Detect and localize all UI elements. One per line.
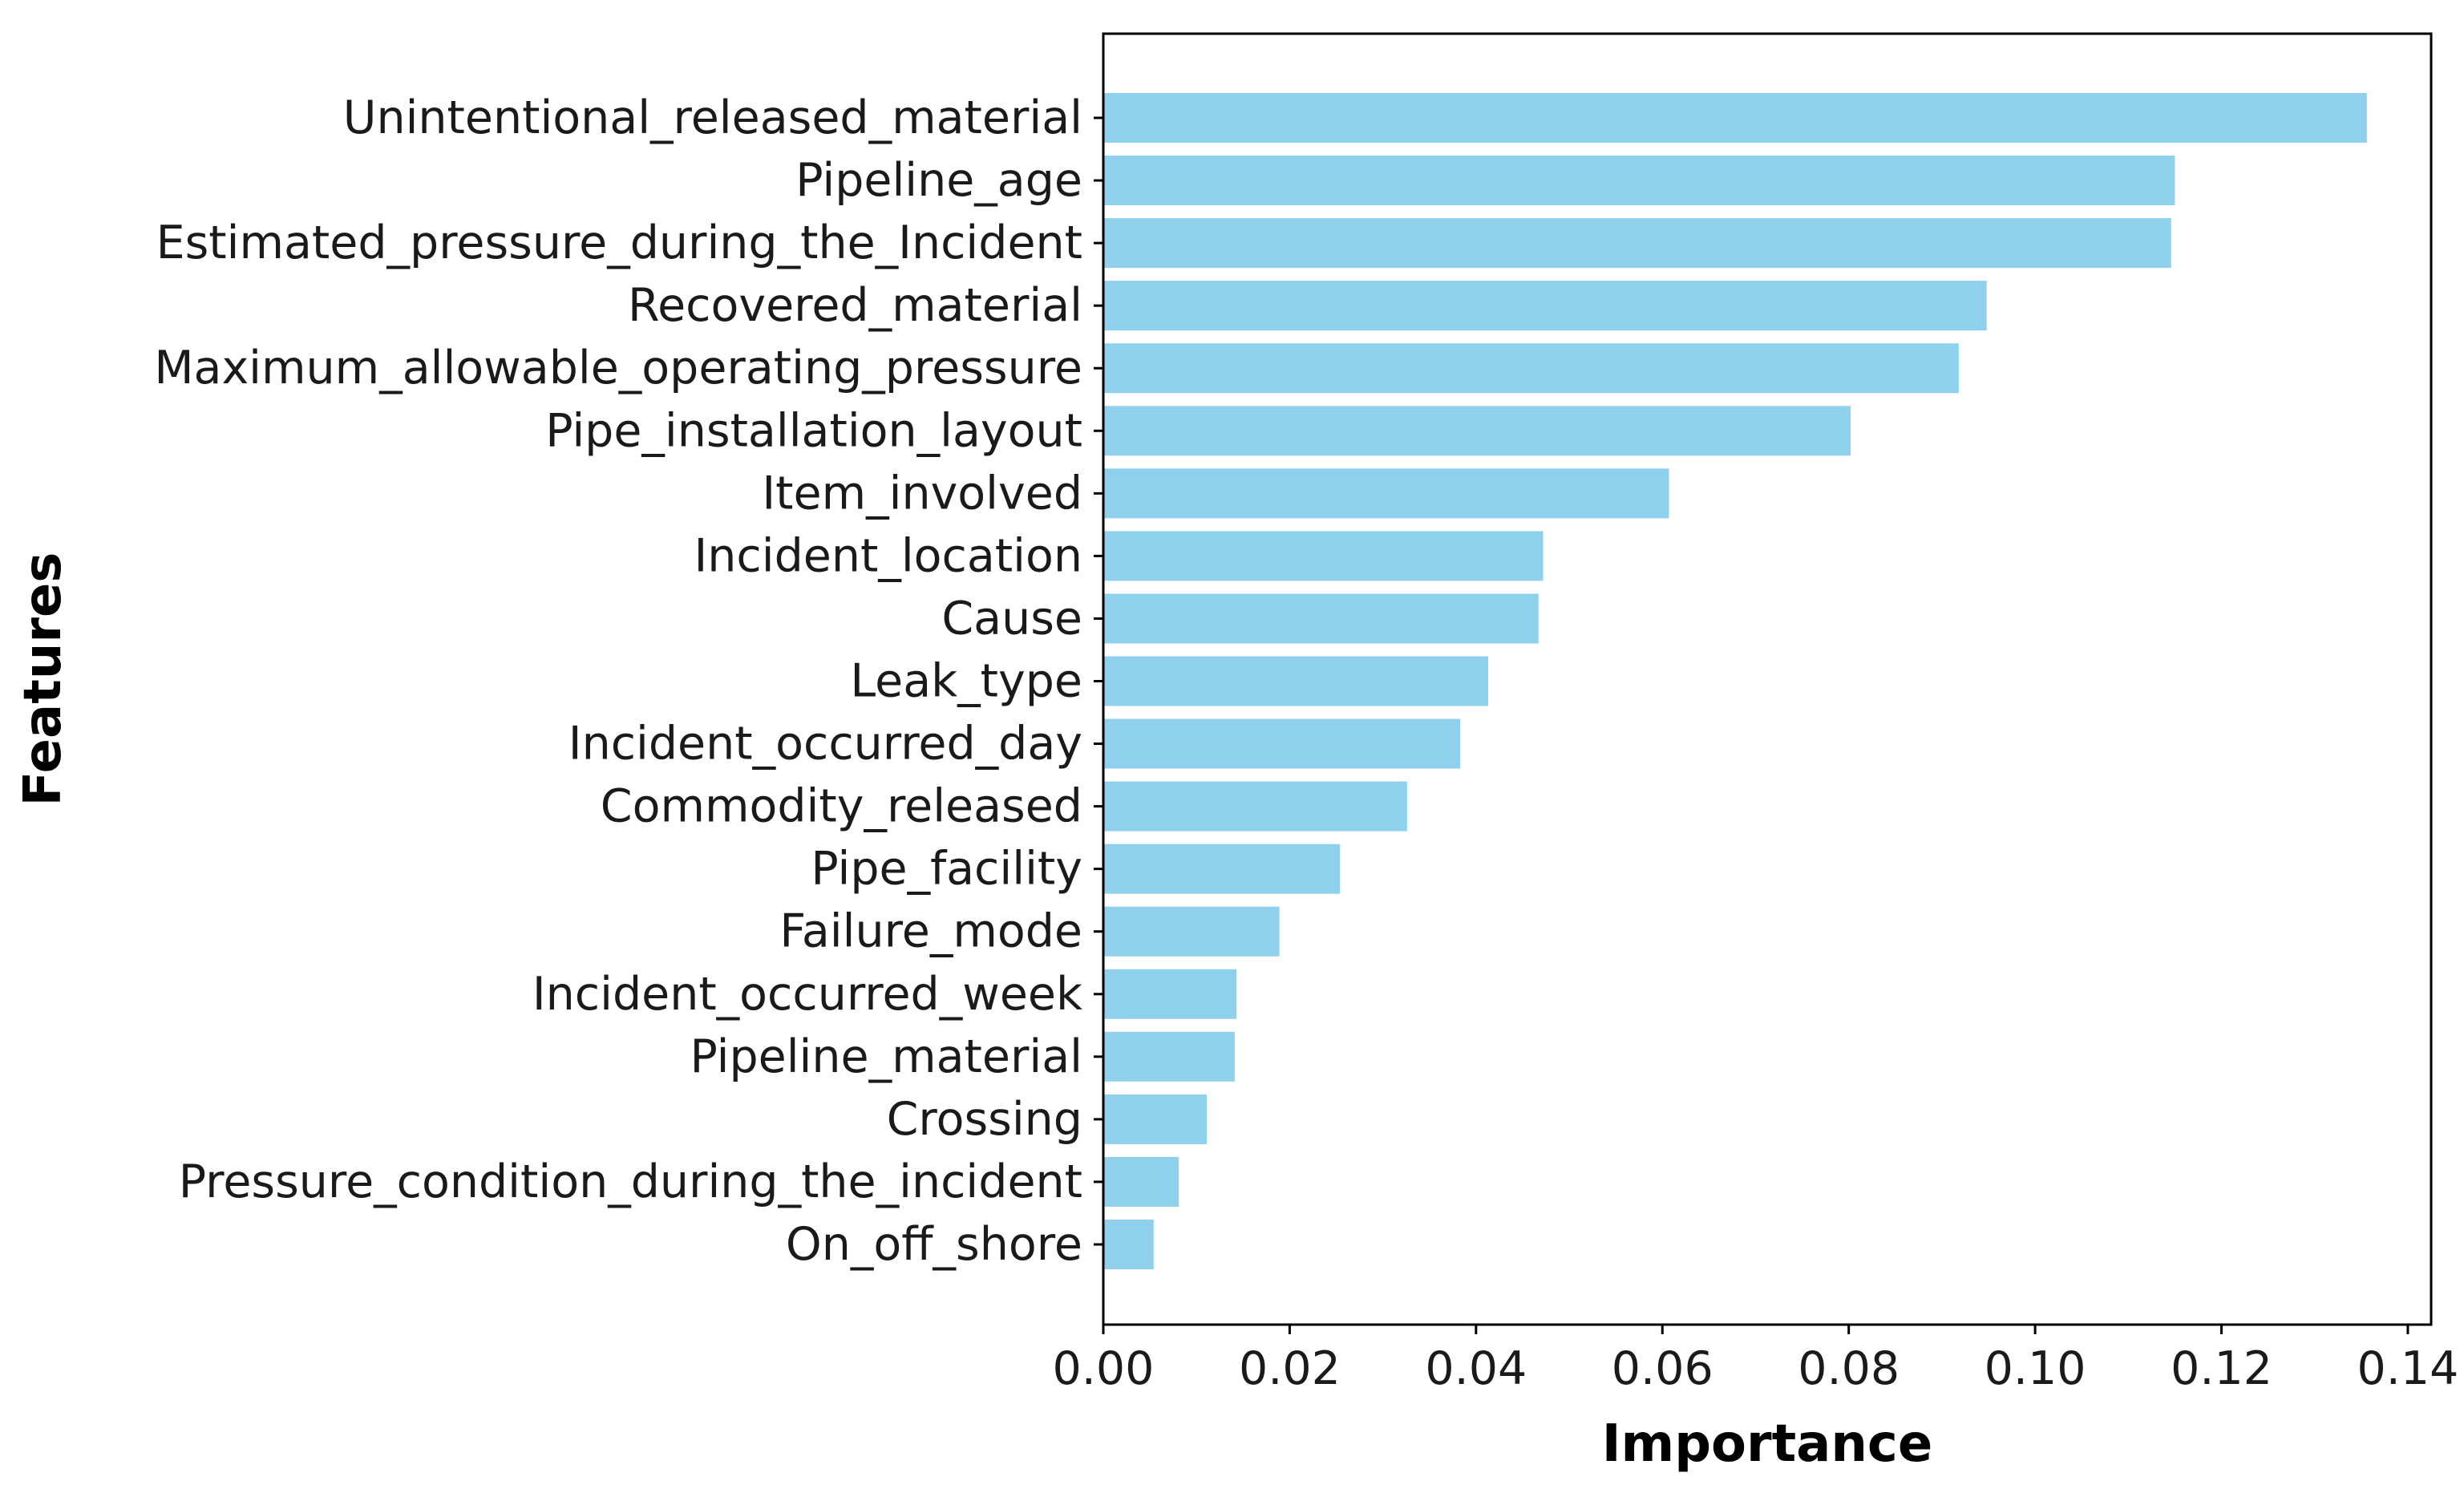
category-label: Pipe_installation_layout — [545, 404, 1082, 457]
bar-incident-location — [1103, 531, 1544, 581]
bar-incident-occurred-day — [1103, 718, 1461, 769]
category-label: Unintentional_released_material — [343, 91, 1082, 144]
category-label: Incident_occurred_week — [532, 968, 1082, 1021]
category-label: Failure_mode — [779, 905, 1082, 958]
category-label: Pipeline_age — [795, 154, 1082, 207]
bar-incident-occurred-week — [1103, 969, 1237, 1019]
x-axis-title: Importance — [1602, 1414, 1933, 1474]
category-label: Maximum_allowable_operating_pressure — [154, 342, 1082, 394]
category-label: Recovered_material — [628, 279, 1082, 332]
category-label: Pipeline_material — [690, 1030, 1082, 1083]
x-tick-label: 0.12 — [2171, 1342, 2272, 1395]
bar-failure-mode — [1103, 906, 1280, 957]
bar-cause — [1103, 593, 1539, 644]
bar-recovered-material — [1103, 281, 1987, 331]
bar-commodity-released — [1103, 781, 1407, 831]
x-axis-ticks: 0.00 0.02 0.04 0.06 0.08 0.10 0.12 0.14 — [1053, 1325, 2458, 1395]
bar-pipe-facility — [1103, 844, 1341, 894]
bars-group — [1103, 93, 2367, 1269]
category-label: On_off_shore — [786, 1218, 1082, 1271]
bar-pressure-condition-during-the-incident — [1103, 1156, 1179, 1207]
bar-unintentional-released-material — [1103, 93, 2367, 143]
category-label: Leak_type — [850, 655, 1082, 708]
plot-frame — [1102, 32, 2433, 1326]
x-tick-label: 0.10 — [1985, 1342, 2086, 1395]
bar-pipeline-age — [1103, 156, 2175, 206]
category-labels: Unintentional_released_material Pipeline_… — [154, 91, 1103, 1271]
bar-item-involved — [1103, 468, 1669, 519]
x-tick-label: 0.14 — [2357, 1342, 2458, 1395]
bar-pipe-installation-layout — [1103, 406, 1851, 456]
category-label: Crossing — [887, 1093, 1082, 1146]
bar-on-off-shore — [1103, 1220, 1154, 1269]
bar-leak-type — [1103, 656, 1488, 706]
bar-crossing — [1103, 1094, 1207, 1144]
x-tick-label: 0.04 — [1425, 1342, 1527, 1395]
x-tick-label: 0.06 — [1612, 1342, 1713, 1395]
bar-maximum-allowable-operating-pressure — [1103, 343, 1959, 394]
x-tick-label: 0.00 — [1053, 1342, 1155, 1395]
x-tick-label: 0.02 — [1239, 1342, 1341, 1395]
bar-pipeline-material — [1103, 1031, 1235, 1082]
category-label: Incident_location — [694, 529, 1083, 582]
category-label: Pressure_condition_during_the_incident — [179, 1155, 1082, 1208]
bar-estimated-pressure-during-the-incident — [1103, 218, 2171, 269]
category-label: Cause — [941, 592, 1082, 645]
category-label: Item_involved — [762, 467, 1082, 520]
category-label: Commodity_released — [601, 780, 1082, 833]
x-tick-label: 0.08 — [1798, 1342, 1900, 1395]
y-axis-title: Features — [14, 552, 73, 807]
category-label: Incident_occurred_day — [568, 718, 1082, 771]
category-label: Estimated_pressure_during_the_Incident — [156, 216, 1082, 269]
category-label: Pipe_facility — [811, 843, 1082, 896]
